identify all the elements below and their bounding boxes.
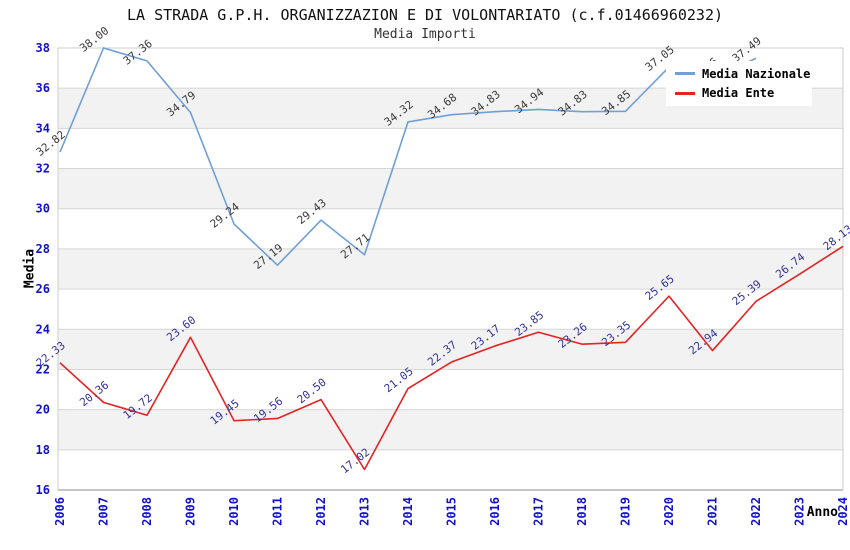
y-tick-label: 26 [36,282,50,296]
y-tick-label: 20 [36,403,50,417]
data-point-label: 20.50 [295,376,329,407]
x-tick-label: 2007 [97,497,111,526]
x-tick-label: 2012 [314,497,328,526]
x-tick-label: 2008 [140,497,154,526]
y-tick-labels: 16 18 20 22 24 26 28 30 32 34 36 38 [36,41,50,497]
x-tick-label: 2022 [749,497,763,526]
legend-item-media-ente: Media Ente [666,86,812,100]
y-tick-label: 30 [36,202,50,216]
x-tick-label: 2016 [488,497,502,526]
legend-label-nazionale: Media Nazionale [702,66,811,81]
x-tick-label: 2021 [706,497,720,526]
legend-swatch-ente-icon [675,91,695,95]
data-point-label: 38.00 [77,24,111,55]
y-tick-label: 18 [36,443,50,457]
y-tick-label: 36 [36,81,50,95]
x-tick-label: 2019 [619,497,633,526]
series-line [59,47,757,266]
chart-title: LA STRADA G.P.H. ORGANIZZAZION E DI VOLO… [126,6,724,24]
y-axis-title: Media [22,248,38,289]
series-line [59,245,844,471]
x-tick-label: 2013 [358,497,372,526]
x-tick-label: 2010 [227,497,241,526]
plot-bands [58,88,843,450]
x-tick-labels: 2006 2007 2008 2009 2010 2011 2012 2013 2014 2015… [53,497,850,526]
x-tick-label: 2015 [445,497,459,526]
y-tick-label: 32 [36,162,50,176]
x-tick-label: 2011 [271,497,285,526]
x-tick-label: 2006 [53,497,67,526]
y-tick-label: 22 [36,362,50,376]
chart-subtitle: Media Importi [374,27,476,42]
y-tick-label: 16 [36,483,50,497]
x-tick-label: 2018 [575,497,589,526]
x-tick-label: 2009 [184,497,198,526]
x-tick-label: 2024 [836,497,850,526]
y-tick-label: 28 [36,242,50,256]
y-tick-label: 24 [36,322,50,336]
x-tick-label: 2023 [793,497,807,526]
legend: Media Nazionale Media Ente [666,61,812,106]
x-tick-label: 2017 [532,497,546,526]
legend-label-ente: Media Ente [702,86,775,101]
x-tick-label: 2020 [662,497,676,526]
legend-swatch-nazionale-icon [675,72,695,76]
x-axis-title: Anno [806,505,838,520]
x-tick-label: 2014 [401,497,415,526]
y-tick-label: 34 [36,121,50,135]
y-tick-label: 38 [36,41,50,55]
legend-item-media-nazionale: Media Nazionale [666,67,812,81]
